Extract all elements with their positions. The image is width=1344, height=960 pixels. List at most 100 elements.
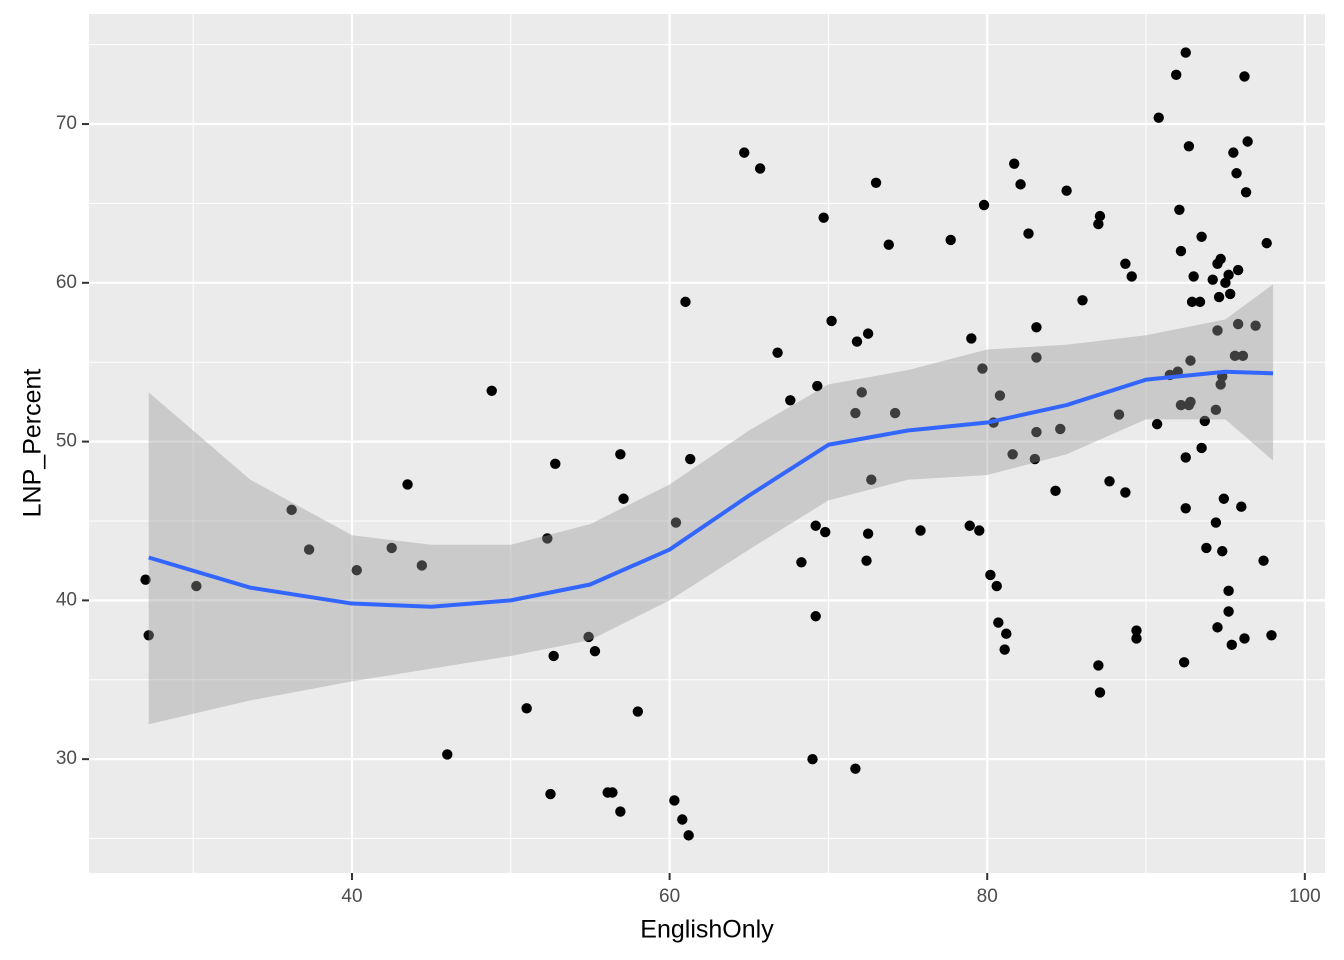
point (1120, 487, 1131, 498)
point (1031, 352, 1042, 363)
point (1180, 47, 1191, 58)
point (1224, 288, 1236, 300)
y-tick-label: 40 (56, 589, 77, 610)
point (1183, 141, 1195, 152)
point (1094, 687, 1106, 698)
point (351, 565, 362, 576)
point (1231, 168, 1242, 179)
point (1104, 476, 1115, 487)
point (810, 611, 821, 622)
point (615, 806, 626, 817)
point (1050, 485, 1061, 497)
point (1001, 628, 1012, 639)
point (993, 617, 1004, 628)
point (1242, 136, 1253, 147)
point (812, 380, 823, 392)
point (883, 239, 894, 250)
point (991, 580, 1002, 592)
point (680, 296, 691, 308)
point (785, 395, 796, 406)
point (1185, 396, 1196, 408)
point (1174, 204, 1185, 215)
point (807, 753, 818, 765)
point (1153, 112, 1164, 123)
point (999, 644, 1010, 655)
point (1196, 231, 1207, 242)
point (669, 795, 680, 806)
point (286, 504, 297, 516)
point (1213, 291, 1225, 303)
point (1131, 625, 1142, 636)
point (1210, 404, 1222, 416)
point (1113, 409, 1125, 420)
point (966, 333, 977, 344)
point (1228, 147, 1239, 158)
point (521, 703, 532, 714)
point (1093, 660, 1104, 671)
point (683, 830, 694, 841)
point (607, 787, 618, 798)
point (542, 533, 553, 544)
point (1061, 185, 1072, 196)
point (1210, 517, 1222, 528)
point (685, 453, 696, 465)
point (826, 315, 837, 327)
point (1239, 71, 1250, 82)
point (862, 528, 874, 539)
point (615, 449, 626, 460)
point (1223, 269, 1234, 281)
point (1120, 258, 1131, 269)
confidence-band (148, 284, 1274, 725)
point (945, 234, 956, 246)
point (550, 458, 561, 470)
point (1031, 322, 1042, 333)
point (1215, 379, 1226, 390)
point (1093, 218, 1104, 230)
point (1223, 606, 1234, 617)
point (974, 525, 985, 536)
point (1175, 399, 1187, 411)
point (1007, 449, 1018, 460)
point (1186, 296, 1198, 308)
point (810, 520, 821, 531)
point (1170, 69, 1182, 81)
point (1207, 274, 1218, 285)
point (1185, 355, 1196, 366)
x-axis-title: EnglishOnly (640, 916, 774, 944)
point (416, 560, 428, 571)
point (1194, 296, 1206, 308)
point (1178, 657, 1190, 668)
point (386, 542, 397, 554)
point (1196, 442, 1207, 454)
point (1212, 622, 1223, 633)
point (1232, 264, 1244, 276)
point (820, 526, 831, 538)
point (862, 328, 874, 339)
point (1180, 503, 1191, 514)
point (589, 645, 601, 657)
point (548, 650, 559, 662)
point (870, 177, 882, 188)
point (545, 788, 556, 800)
point (754, 163, 766, 174)
point (985, 569, 996, 581)
point (994, 390, 1006, 401)
x-tick-label: 60 (659, 886, 680, 907)
point (1217, 545, 1228, 557)
point (772, 347, 783, 358)
point (303, 544, 315, 555)
point (1232, 318, 1244, 330)
point (1023, 228, 1034, 239)
point (1258, 555, 1269, 566)
point (866, 474, 877, 485)
point (1212, 325, 1223, 336)
point (1077, 295, 1088, 306)
point (889, 407, 901, 419)
point (1215, 253, 1226, 265)
point (850, 407, 861, 419)
point (1261, 237, 1272, 249)
point (402, 479, 413, 490)
point (618, 493, 629, 504)
